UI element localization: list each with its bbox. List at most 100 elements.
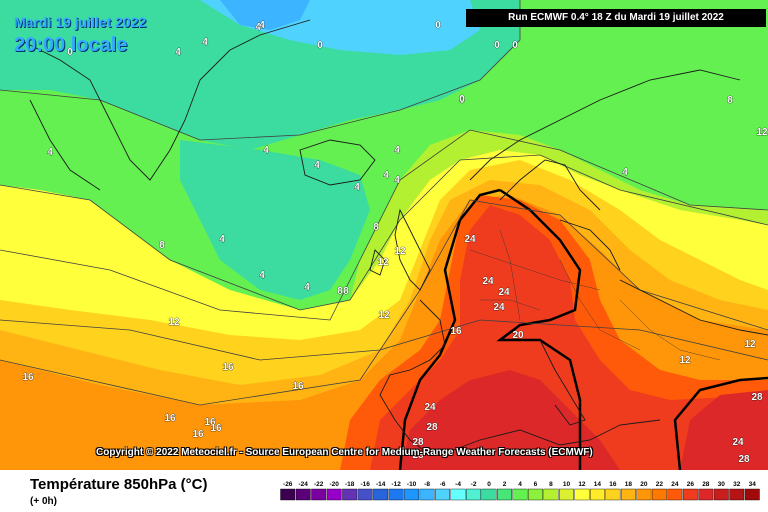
isotherm-label: 16 xyxy=(22,372,34,383)
legend-tick-label: 30 xyxy=(718,481,726,488)
isotherm-label: 4 xyxy=(47,147,53,158)
legend-swatch xyxy=(713,488,729,501)
legend-tick-label: -26 xyxy=(283,481,293,488)
isotherm-label: 4 xyxy=(255,22,261,33)
isotherm-label: 28 xyxy=(751,392,763,403)
legend-swatch xyxy=(512,488,528,501)
temp-zone-cyan-dark xyxy=(220,0,310,30)
legend-swatch xyxy=(698,488,714,501)
isotherm-bold-west xyxy=(398,188,501,470)
legend-swatch xyxy=(574,488,590,501)
isotherm-label: 12 xyxy=(756,127,768,138)
legend-tick-label: -12 xyxy=(391,481,401,488)
legend-swatch xyxy=(667,488,683,501)
temp-zone-dark-red-east xyxy=(680,390,768,470)
legend-swatch xyxy=(280,488,296,501)
isotherm-label: 8 xyxy=(343,286,349,297)
legend-swatch xyxy=(311,488,327,501)
temp-zone-dark-red xyxy=(400,370,620,470)
legend-tick-label: 26 xyxy=(687,481,695,488)
isotherm-bold-east xyxy=(496,188,582,470)
isotherm-label: 12 xyxy=(378,310,390,321)
legend-tick-label: 0 xyxy=(487,481,491,488)
copyright-notice: Copyright © 2022 Meteociel.fr - Source E… xyxy=(96,447,593,458)
model-run-label: Run ECMWF 0.4° 18 Z du Mardi 19 juillet … xyxy=(466,9,766,27)
isotherm-label: 0 xyxy=(317,40,323,51)
isotherm-label: 28 xyxy=(412,437,424,448)
isotherm-label: 4 xyxy=(622,167,628,178)
legend-swatch xyxy=(326,488,342,501)
legend-tick-label: 24 xyxy=(671,481,679,488)
legend-tick-label: 4 xyxy=(518,481,522,488)
legend-tick-label: 20 xyxy=(640,481,648,488)
legend-swatch xyxy=(388,488,404,501)
color-scale-legend: -26 -24 -22 -20 -18 -16 -14 -12 -10 -8 -6 -4 -2 0 2 4 6 8… xyxy=(280,481,760,501)
legend-swatch xyxy=(543,488,559,501)
legend-swatch xyxy=(342,488,358,501)
legend-tick-label: 8 xyxy=(549,481,553,488)
legend-swatch xyxy=(620,488,636,501)
legend-swatch xyxy=(497,488,512,501)
legend-tick-label: 12 xyxy=(578,481,586,488)
isotherm-label: 28 xyxy=(426,422,438,433)
legend-tick-label: -6 xyxy=(440,481,446,488)
isotherm-label: 12 xyxy=(744,339,756,350)
legend-tick-label: 2 xyxy=(503,481,507,488)
legend-tick-label: 32 xyxy=(733,481,741,488)
isotherm-label: 24 xyxy=(464,234,476,245)
isotherm-thin-lines xyxy=(0,0,768,406)
isotherm-label: 4 xyxy=(304,282,310,293)
isotherm-label: 4 xyxy=(259,270,265,281)
legend-swatch xyxy=(435,488,451,501)
isotherm-label: 16 xyxy=(210,423,222,434)
legend-swatch xyxy=(744,488,760,501)
isotherm-label: 24 xyxy=(493,302,505,313)
legend-tick-label: -18 xyxy=(345,481,355,488)
isotherm-label: 4 xyxy=(202,37,208,48)
isotherm-label: 4 xyxy=(383,170,389,181)
isotherm-label: 4 xyxy=(394,145,400,156)
isotherm-label: 24 xyxy=(482,276,494,287)
legend-bar: Température 850hPa (°C) (+ 0h) -26 -24 -2 2… xyxy=(0,470,768,512)
legend-tick-label: -10 xyxy=(407,481,417,488)
isotherm-label: 0 xyxy=(459,95,465,106)
legend-swatch xyxy=(589,488,605,501)
legend-tick-label: -8 xyxy=(424,481,430,488)
isotherm-label: 16 xyxy=(450,326,462,337)
legend-swatch xyxy=(682,488,698,501)
isotherm-label: 4 xyxy=(394,175,400,186)
isotherm-label: 4 xyxy=(314,160,320,171)
isotherm-label: 24 xyxy=(498,287,510,298)
legend-swatch xyxy=(528,488,543,501)
isotherm-label: 16 xyxy=(192,429,204,440)
legend-swatch xyxy=(729,488,745,501)
variable-subtitle: (+ 0h) xyxy=(30,496,57,507)
isotherm-label: 0 xyxy=(512,40,518,51)
isotherm-label: 0 xyxy=(67,47,73,58)
legend-swatch xyxy=(559,488,574,501)
isotherm-label: 24 xyxy=(732,437,744,448)
legend-tick-label: -14 xyxy=(376,481,386,488)
isotherm-label: 8 xyxy=(727,95,733,106)
legend-swatch xyxy=(481,488,497,501)
legend-swatch xyxy=(636,488,652,501)
isotherm-label: 16 xyxy=(292,381,304,392)
coastlines xyxy=(19,19,768,456)
variable-title: Température 850hPa (°C) xyxy=(30,476,208,493)
legend-tick-label: -24 xyxy=(299,481,309,488)
legend-tick-label: -20 xyxy=(329,481,339,488)
isotherm-label: 16 xyxy=(222,362,234,373)
isotherm-label: 0 xyxy=(494,40,500,51)
country-borders xyxy=(469,229,721,361)
legend-swatch xyxy=(357,488,373,501)
legend-tick-label: 22 xyxy=(656,481,664,488)
legend-tick-label: -16 xyxy=(360,481,370,488)
isotherm-label: 12 xyxy=(377,257,389,268)
isotherm-label: 28 xyxy=(412,450,424,461)
legend-swatch xyxy=(373,488,389,501)
legend-tick-label: -2 xyxy=(471,481,477,488)
legend-tick-label: 14 xyxy=(594,481,602,488)
legend-tick-label: 16 xyxy=(609,481,617,488)
